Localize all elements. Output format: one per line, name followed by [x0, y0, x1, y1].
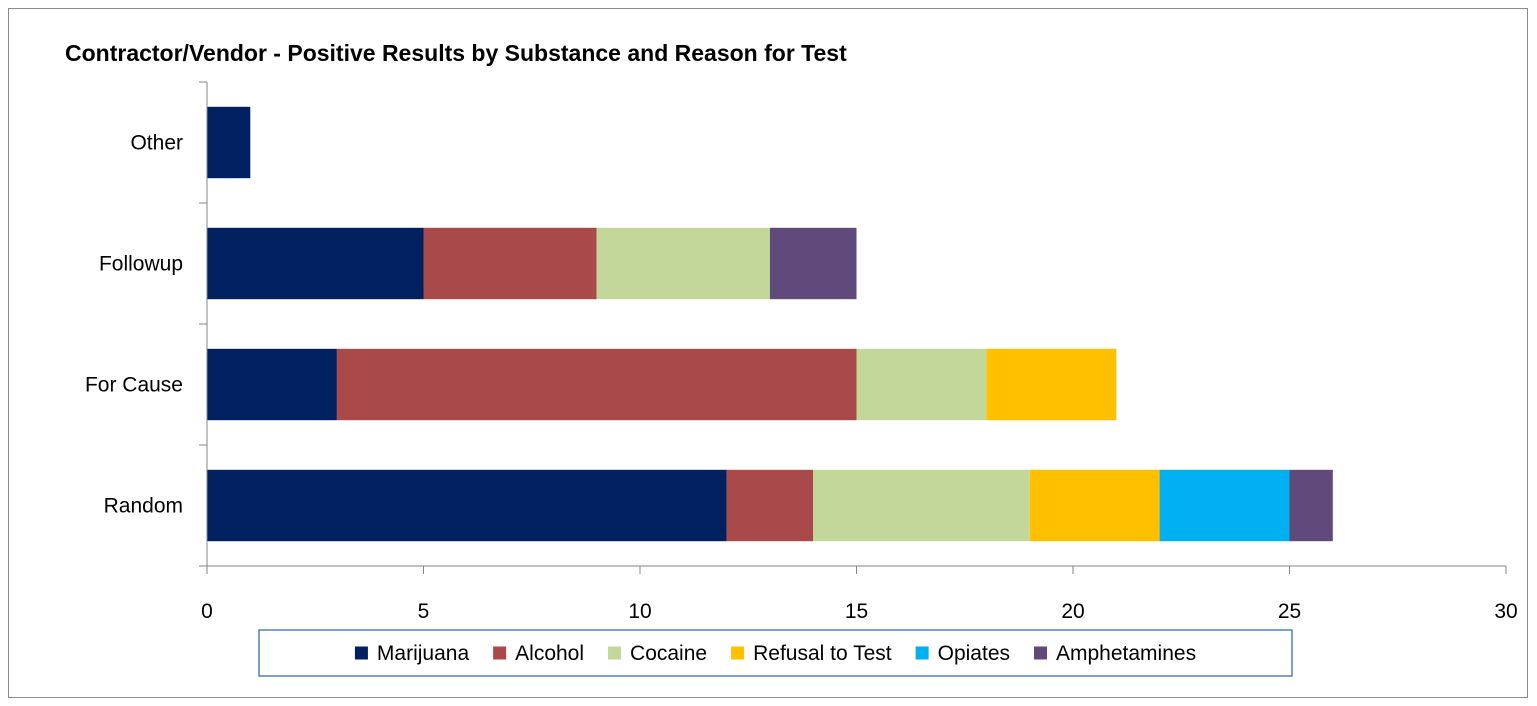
legend-label-opiates: Opiates — [938, 642, 1010, 665]
bar-random-opiates — [1159, 469, 1290, 542]
legend-label-alcohol: Alcohol — [515, 642, 584, 665]
y-tick-label: For Cause — [85, 374, 183, 397]
bar-random-amphetamines — [1289, 469, 1333, 542]
chart-title: Contractor/Vendor - Positive Results by … — [65, 40, 847, 66]
legend-label-cocaine: Cocaine — [630, 642, 707, 665]
bar-for-cause-refusal-to-test — [986, 348, 1117, 421]
legend-swatch-cocaine — [608, 646, 622, 660]
axes-group: Random For Cause Followup Other 0 5 10 15 20 25 30 — [85, 81, 1518, 623]
legend-swatch-alcohol — [493, 646, 507, 660]
legend-box — [258, 629, 1293, 677]
bar-followup-alcohol — [423, 227, 597, 300]
legend: Marijuana Alcohol Cocaine Refusal to Test Op… — [258, 629, 1293, 677]
chart-frame: Contractor/Vendor - Positive Results by … — [8, 8, 1528, 698]
y-tick-label: Followup — [99, 253, 183, 276]
bar-followup-cocaine — [596, 227, 770, 300]
bar-random-marijuana — [207, 469, 727, 542]
y-tick-label: Other — [130, 132, 183, 155]
x-tick-label: 15 — [845, 600, 868, 623]
legend-swatch-refusal-to-test — [731, 646, 745, 660]
y-tick-label: Random — [104, 495, 183, 518]
legend-swatch-opiates — [915, 646, 929, 660]
bar-other-marijuana — [207, 106, 251, 179]
legend-swatch-amphetamines — [1034, 646, 1047, 660]
x-tick-label: 30 — [1494, 600, 1517, 623]
bar-random-refusal-to-test — [1029, 469, 1160, 542]
x-tick-label: 5 — [418, 600, 430, 623]
bar-followup-amphetamines — [769, 227, 857, 300]
bar-random-alcohol — [726, 469, 814, 542]
legend-label-amphetamines: Amphetamines — [1056, 642, 1196, 665]
stacked-bar-chart: Contractor/Vendor - Positive Results by … — [65, 40, 1518, 677]
x-tick-label: 0 — [201, 600, 213, 623]
bar-random-cocaine — [813, 469, 1030, 542]
bar-for-cause-cocaine — [856, 348, 987, 421]
bar-followup-marijuana — [207, 227, 424, 300]
bar-for-cause-marijuana — [207, 348, 337, 421]
x-tick-label: 20 — [1061, 600, 1084, 623]
legend-swatch-marijuana — [354, 646, 368, 660]
x-tick-label: 10 — [628, 600, 651, 623]
bars-group — [207, 106, 1333, 542]
legend-label-refusal-to-test: Refusal to Test — [753, 642, 892, 665]
legend-label-marijuana: Marijuana — [377, 642, 470, 665]
x-tick-label: 25 — [1278, 600, 1301, 623]
bar-for-cause-alcohol — [336, 348, 857, 421]
